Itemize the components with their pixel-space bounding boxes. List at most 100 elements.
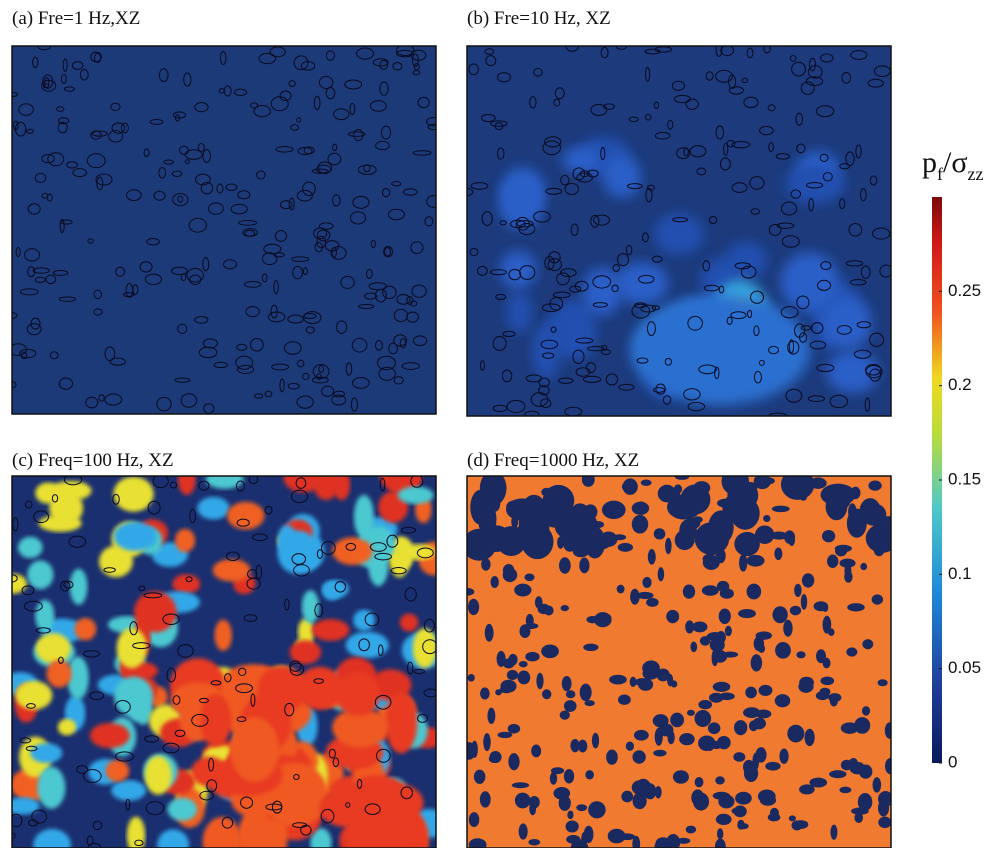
contour [377, 355, 396, 371]
contour [296, 395, 314, 409]
texture [694, 777, 704, 788]
texture [514, 583, 532, 597]
texture [615, 262, 669, 305]
contour [845, 151, 855, 167]
contour [345, 542, 357, 551]
contour [492, 336, 507, 351]
contour [714, 366, 720, 380]
contour [570, 223, 579, 236]
contour [336, 320, 348, 334]
contour [120, 122, 129, 134]
contour [194, 102, 209, 113]
contour [377, 644, 384, 657]
texture [541, 644, 559, 659]
contour [412, 70, 421, 76]
contour [267, 311, 286, 323]
contour [149, 118, 164, 125]
contour [284, 702, 295, 717]
texture [467, 587, 475, 596]
texture [715, 838, 726, 848]
contour [198, 480, 210, 491]
texture [694, 522, 730, 556]
contour [52, 270, 69, 276]
texture [502, 563, 515, 577]
texture [847, 603, 865, 612]
texture [560, 605, 569, 612]
texture [690, 641, 698, 653]
texture [877, 799, 890, 817]
texture [630, 588, 640, 605]
contour [759, 125, 774, 136]
contour [495, 293, 507, 301]
contour [417, 713, 428, 723]
texture [670, 680, 678, 688]
texture [800, 593, 808, 610]
texture [621, 790, 634, 803]
texture [787, 724, 805, 743]
contour [332, 757, 340, 768]
texture [809, 777, 828, 788]
texture [490, 575, 499, 589]
contour [671, 80, 686, 91]
contour [379, 81, 389, 96]
contour [841, 72, 852, 84]
contour [651, 255, 663, 263]
contour [388, 342, 398, 355]
contour [195, 173, 211, 186]
contour [248, 476, 259, 485]
contour [789, 54, 797, 62]
texture [861, 503, 887, 526]
contour [767, 104, 776, 112]
texture [871, 594, 884, 605]
contour [743, 96, 759, 109]
texture [57, 718, 77, 736]
texture [746, 554, 765, 567]
contour [316, 549, 323, 559]
contour [41, 154, 55, 164]
texture [653, 528, 666, 540]
contour [585, 362, 597, 374]
contour [93, 289, 102, 300]
texture [779, 748, 789, 764]
contour [302, 181, 316, 197]
texture [789, 605, 802, 616]
contour [865, 363, 882, 376]
texture [567, 810, 574, 820]
contour [406, 661, 414, 675]
contour [320, 540, 336, 555]
contour [800, 81, 815, 95]
texture [718, 608, 731, 624]
contour [300, 824, 312, 836]
contour [400, 526, 417, 534]
texture [479, 476, 507, 506]
texture [846, 647, 858, 657]
texture [653, 213, 704, 256]
contour [836, 324, 852, 335]
contour [334, 581, 347, 593]
contour [545, 187, 563, 195]
contour [26, 323, 42, 336]
contour [590, 103, 608, 116]
texture [865, 523, 891, 553]
contour [383, 247, 392, 257]
contour [685, 98, 699, 110]
contour [542, 140, 561, 156]
contour [58, 296, 77, 302]
texture [602, 156, 642, 199]
contour [250, 693, 256, 707]
contour [550, 326, 557, 333]
contour [111, 122, 126, 134]
texture [609, 674, 627, 685]
texture [798, 680, 814, 693]
contour [401, 362, 421, 370]
contour [593, 214, 610, 226]
contour [807, 395, 825, 403]
contour [114, 699, 131, 714]
contour [213, 361, 229, 369]
contour [166, 667, 177, 683]
texture [489, 751, 502, 764]
contour [605, 373, 619, 386]
contour [41, 192, 49, 199]
contour [318, 222, 334, 230]
contour [279, 200, 293, 210]
